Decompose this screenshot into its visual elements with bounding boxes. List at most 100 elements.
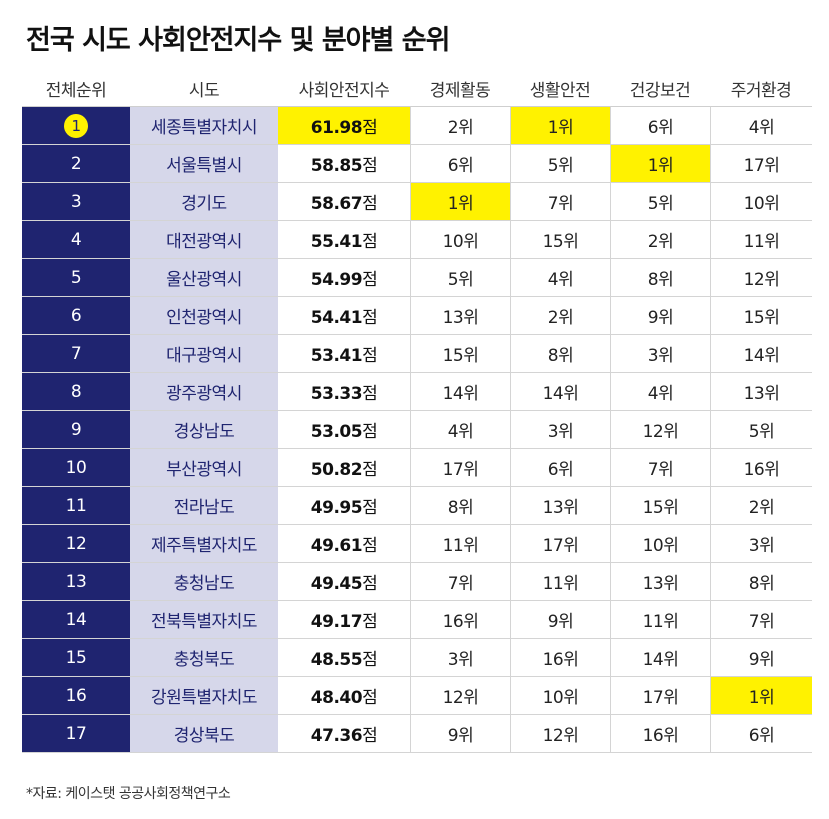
health-rank-cell: 11위 (610, 601, 710, 639)
rank-value: 10 (65, 457, 87, 478)
housing-rank-cell: 10위 (710, 183, 812, 221)
rank-value: 17 (65, 723, 87, 744)
housing-rank-cell: 9위 (710, 639, 812, 677)
overall-rank-cell: 2 (22, 145, 130, 183)
housing-rank-cell: 5위 (710, 411, 812, 449)
economic-activity-rank-cell: 3위 (410, 639, 510, 677)
header-housing: 주거환경 (730, 80, 792, 101)
score-value: 53.05 (310, 422, 363, 442)
overall-rank-cell: 11 (22, 487, 130, 525)
health-rank-cell: 13위 (610, 563, 710, 601)
overall-rank-cell: 14 (22, 601, 130, 639)
score-unit: 점 (362, 270, 378, 290)
rank-value: 13 (65, 571, 87, 592)
table-row: 15 충청북도 48.55점 3위 16위 14위 9위 (22, 639, 812, 677)
overall-rank-cell: 4 (22, 221, 130, 259)
score-value: 49.45 (310, 574, 363, 594)
header-health: 건강보건 (629, 80, 691, 101)
rank-value: 14 (65, 609, 87, 630)
score-unit: 점 (362, 156, 378, 176)
safety-index-cell: 58.67점 (278, 183, 410, 221)
header-safety-index: 사회안전지수 (298, 80, 390, 101)
score-value: 58.85 (310, 156, 363, 176)
housing-rank-cell: 14위 (710, 335, 812, 373)
header-row: 전체순위 시도 사회안전지수 경제활동 생활안전 건강보건 주거환경 (22, 70, 812, 106)
housing-rank-cell: 13위 (710, 373, 812, 411)
score-unit: 점 (362, 726, 378, 746)
region-cell: 세종특별자치시 (130, 106, 278, 145)
housing-rank-cell: 8위 (710, 563, 812, 601)
economic-activity-rank-cell: 17위 (410, 449, 510, 487)
economic-activity-rank-cell: 12위 (410, 677, 510, 715)
region-cell: 경상남도 (130, 411, 278, 449)
housing-rank-cell: 12위 (710, 259, 812, 297)
score-unit: 점 (362, 194, 378, 214)
overall-rank-cell: 3 (22, 183, 130, 221)
overall-rank-cell: 9 (22, 411, 130, 449)
score-unit: 점 (362, 650, 378, 670)
table-row: 10 부산광역시 50.82점 17위 6위 7위 16위 (22, 449, 812, 487)
source-note: *자료: 케이스탯 공공사회정책연구소 (26, 786, 231, 802)
life-safety-rank-cell: 16위 (510, 639, 610, 677)
region-cell: 대전광역시 (130, 221, 278, 259)
economic-activity-rank-cell: 15위 (410, 335, 510, 373)
table-row: 17 경상북도 47.36점 9위 12위 16위 6위 (22, 715, 812, 753)
page-title: 전국 시도 사회안전지수 및 분야별 순위 (26, 25, 450, 56)
score-unit: 점 (362, 422, 378, 442)
overall-rank-cell: 16 (22, 677, 130, 715)
score-unit: 점 (362, 460, 378, 480)
safety-index-cell: 50.82점 (278, 449, 410, 487)
health-rank-cell: 5위 (610, 183, 710, 221)
rank-value: 2 (70, 153, 82, 174)
score-value: 61.98 (310, 118, 363, 138)
region-cell: 인천광역시 (130, 297, 278, 335)
health-rank-cell: 1위 (610, 145, 710, 183)
safety-index-cell: 48.55점 (278, 639, 410, 677)
life-safety-rank-cell: 8위 (510, 335, 610, 373)
economic-activity-rank-cell: 14위 (410, 373, 510, 411)
life-safety-rank-cell: 10위 (510, 677, 610, 715)
ranking-table: 전체순위 시도 사회안전지수 경제활동 생활안전 건강보건 주거환경 1 세종특별… (22, 70, 812, 753)
table-row: 3 경기도 58.67점 1위 7위 5위 10위 (22, 183, 812, 221)
life-safety-rank-cell: 2위 (510, 297, 610, 335)
table-row: 14 전북특별자치도 49.17점 16위 9위 11위 7위 (22, 601, 812, 639)
region-cell: 부산광역시 (130, 449, 278, 487)
score-unit: 점 (362, 612, 378, 632)
overall-rank-cell: 15 (22, 639, 130, 677)
overall-rank-cell: 7 (22, 335, 130, 373)
overall-rank-cell: 10 (22, 449, 130, 487)
score-value: 49.61 (310, 536, 363, 556)
score-value: 55.41 (310, 232, 363, 252)
rank-value: 9 (70, 419, 82, 440)
region-cell: 충청북도 (130, 639, 278, 677)
life-safety-rank-cell: 5위 (510, 145, 610, 183)
table-body: 1 세종특별자치시 61.98점 2위 1위 6위 4위 2 서울특별시 58.85점 6위 5위 1위… (22, 106, 812, 753)
score-value: 53.33 (310, 384, 363, 404)
region-cell: 광주광역시 (130, 373, 278, 411)
life-safety-rank-cell: 14위 (510, 373, 610, 411)
score-value: 49.95 (310, 498, 363, 518)
life-safety-rank-cell: 6위 (510, 449, 610, 487)
life-safety-rank-cell: 12위 (510, 715, 610, 753)
region-cell: 충청남도 (130, 563, 278, 601)
table-row: 6 인천광역시 54.41점 13위 2위 9위 15위 (22, 297, 812, 335)
health-rank-cell: 17위 (610, 677, 710, 715)
safety-index-cell: 53.41점 (278, 335, 410, 373)
rank-value: 11 (65, 495, 87, 516)
score-value: 53.41 (310, 346, 363, 366)
economic-activity-rank-cell: 6위 (410, 145, 510, 183)
region-cell: 경상북도 (130, 715, 278, 753)
economic-activity-rank-cell: 8위 (410, 487, 510, 525)
safety-index-cell: 53.05점 (278, 411, 410, 449)
overall-rank-cell: 5 (22, 259, 130, 297)
region-cell: 전라남도 (130, 487, 278, 525)
header-economic-activity: 경제활동 (429, 80, 491, 101)
rank-value: 7 (70, 343, 82, 364)
header-overall-rank: 전체순위 (45, 80, 107, 101)
score-value: 49.17 (310, 612, 363, 632)
rank-value: 3 (70, 191, 82, 212)
housing-rank-cell: 1위 (710, 677, 812, 715)
life-safety-rank-cell: 3위 (510, 411, 610, 449)
score-value: 48.40 (310, 688, 363, 708)
score-unit: 점 (362, 536, 378, 556)
